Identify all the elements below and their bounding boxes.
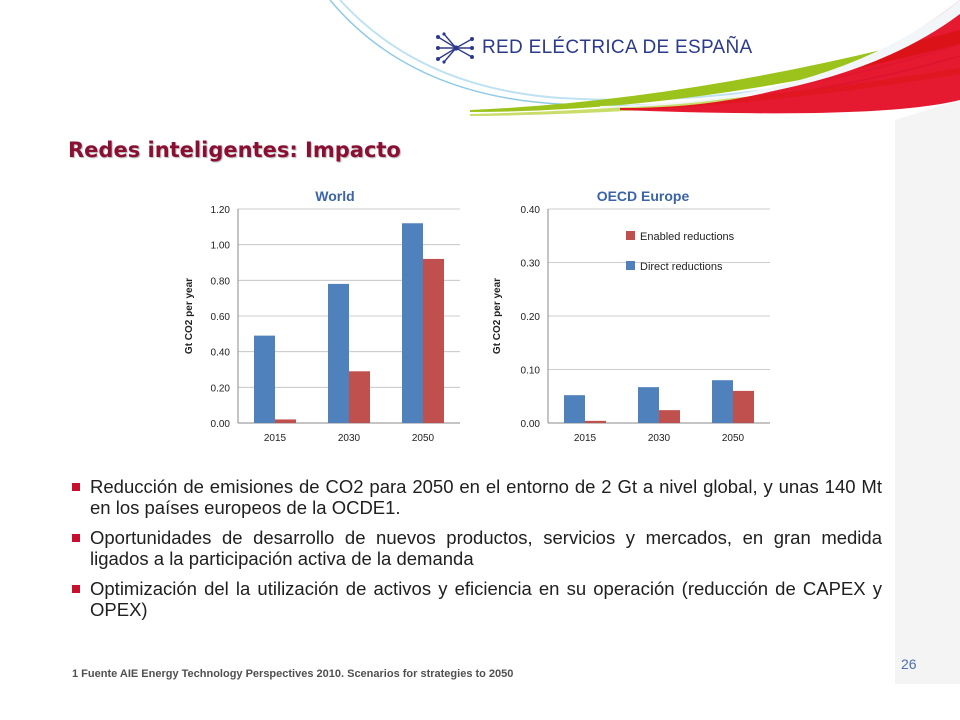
x-tick-label: 2015 — [264, 433, 287, 444]
charts-svg: World 0.00 0.20 0.40 0.60 0.80 1.00 1.20 Gt CO2 … — [184, 188, 770, 444]
y-axis-label: Gt CO2 per year — [492, 278, 503, 354]
y-tick-label: 0.80 — [211, 276, 231, 287]
bar — [423, 258, 444, 423]
legend-swatch — [626, 261, 635, 270]
bar — [402, 223, 423, 423]
y-tick-label: 0.40 — [211, 348, 231, 359]
y-tick-label: 0.00 — [521, 419, 541, 430]
bullet-marker — [72, 585, 80, 593]
bullet-item: Optimización del la utilización de activ… — [72, 578, 882, 620]
bullet-text: Reducción de emisiones de CO2 para 2050 … — [90, 476, 882, 518]
bullet-item: Oportunidades de desarrollo de nuevos pr… — [72, 527, 882, 569]
page-number: 26 — [901, 656, 917, 672]
company-logo: RED ELÉCTRICA DE ESPAÑA — [436, 28, 753, 68]
legend-label: Direct reductions — [640, 261, 723, 273]
bar — [585, 420, 606, 423]
logo-text: RED ELÉCTRICA DE ESPAÑA — [482, 37, 753, 58]
bullet-text: Oportunidades de desarrollo de nuevos pr… — [90, 527, 882, 569]
slide-title: Redes inteligentes: Impacto — [68, 138, 401, 162]
y-tick-label: 0.10 — [521, 366, 541, 377]
y-tick-label: 0.20 — [211, 383, 231, 394]
bar — [349, 371, 370, 423]
footnote: 1 Fuente AIE Energy Technology Perspecti… — [72, 668, 514, 680]
y-tick-label: 0.40 — [521, 205, 541, 216]
x-tick-label: 2030 — [338, 433, 361, 444]
y-tick-label: 0.60 — [211, 312, 231, 323]
x-tick-label: 2030 — [648, 433, 671, 444]
y-tick-label: 0.30 — [521, 259, 541, 270]
bar — [564, 395, 585, 423]
bar — [659, 410, 680, 423]
chart-title: World — [315, 188, 354, 204]
x-tick-label: 2015 — [574, 433, 597, 444]
charts-panel: World 0.00 0.20 0.40 0.60 0.80 1.00 1.20 Gt CO2 … — [178, 165, 784, 457]
chart-title: OECD Europe — [597, 188, 690, 204]
bullet-item: Reducción de emisiones de CO2 para 2050 … — [72, 476, 882, 518]
bar — [638, 387, 659, 423]
bar — [254, 335, 275, 423]
bullet-marker — [72, 534, 80, 542]
y-tick-label: 1.20 — [211, 205, 231, 216]
y-tick-label: 0.20 — [521, 312, 541, 323]
y-axis-label: Gt CO2 per year — [184, 278, 195, 354]
bullet-list: Reducción de emisiones de CO2 para 2050 … — [72, 476, 882, 629]
x-tick-label: 2050 — [722, 433, 745, 444]
legend-swatch — [626, 231, 635, 240]
bar — [733, 390, 754, 423]
bar — [328, 283, 349, 423]
page-number-box — [895, 630, 960, 684]
y-tick-label: 0.00 — [211, 419, 231, 430]
bullet-text: Optimización del la utilización de activ… — [90, 578, 882, 620]
bar — [712, 380, 733, 423]
legend-label: Enabled reductions — [640, 231, 735, 243]
x-tick-label: 2050 — [412, 433, 435, 444]
bullet-marker — [72, 483, 80, 491]
network-dots-icon — [436, 32, 474, 64]
y-tick-label: 1.00 — [211, 241, 231, 252]
bar — [275, 419, 296, 423]
